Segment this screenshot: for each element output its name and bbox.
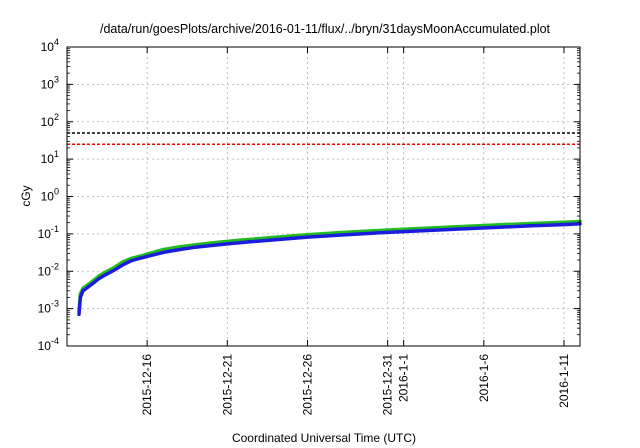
y-tick-label: 100 bbox=[41, 187, 59, 204]
y-tick-base: 10 bbox=[38, 339, 52, 353]
data-series bbox=[77, 219, 582, 317]
y-tick-label: 10-3 bbox=[38, 299, 59, 316]
chart-title: /data/run/goesPlots/archive/2016-01-11/f… bbox=[100, 22, 551, 36]
y-tick-base: 10 bbox=[41, 115, 55, 129]
y-tick-exponent: 4 bbox=[54, 37, 59, 47]
y-tick-label: 102 bbox=[41, 112, 59, 129]
y-tick-exponent: -4 bbox=[51, 336, 59, 346]
y-tick-base: 10 bbox=[41, 190, 55, 204]
y-tick-exponent: -2 bbox=[51, 261, 59, 271]
y-tick-base: 10 bbox=[38, 302, 52, 316]
y-axis-label: cGy bbox=[19, 185, 33, 206]
y-tick-label: 103 bbox=[41, 74, 59, 91]
y-tick-exponent: 0 bbox=[54, 187, 59, 197]
y-tick-base: 10 bbox=[38, 264, 52, 278]
y-tick-exponent: 3 bbox=[54, 74, 59, 84]
y-tick-base: 10 bbox=[38, 227, 52, 241]
series-line-1 bbox=[77, 222, 582, 317]
y-tick-exponent: -1 bbox=[51, 224, 59, 234]
x-tick-label: 2015-12-26 bbox=[300, 354, 314, 416]
reference-lines bbox=[67, 132, 580, 146]
x-axis-ticks: 2015-12-16 2015-12-21 2015-12-26 2015-12-31… bbox=[140, 47, 571, 415]
y-tick-base: 10 bbox=[41, 152, 55, 166]
y-tick-exponent: -3 bbox=[51, 299, 59, 309]
y-tick-exponent: 2 bbox=[54, 112, 59, 122]
x-tick-label: 2015-12-16 bbox=[140, 354, 154, 416]
x-axis-label: Coordinated Universal Time (UTC) bbox=[232, 431, 416, 445]
y-tick-label: 101 bbox=[41, 149, 59, 166]
y-tick-exponent: 1 bbox=[54, 149, 59, 159]
x-tick-label: 2016-1-1 bbox=[397, 354, 411, 402]
x-tick-label: 2015-12-21 bbox=[220, 354, 234, 416]
y-tick-label: 104 bbox=[41, 37, 59, 54]
x-tick-label: 2016-1-6 bbox=[477, 354, 491, 402]
y-tick-label: 10-2 bbox=[38, 261, 59, 278]
y-tick-base: 10 bbox=[41, 40, 55, 54]
y-tick-label: 10-1 bbox=[38, 224, 59, 241]
y-tick-base: 10 bbox=[41, 77, 55, 91]
x-tick-label: 2015-12-31 bbox=[381, 354, 395, 416]
x-tick-label: 2016-1-11 bbox=[557, 354, 571, 408]
grid-lines bbox=[67, 47, 580, 346]
series-line-0 bbox=[77, 219, 582, 313]
y-tick-label: 10-4 bbox=[38, 336, 59, 353]
